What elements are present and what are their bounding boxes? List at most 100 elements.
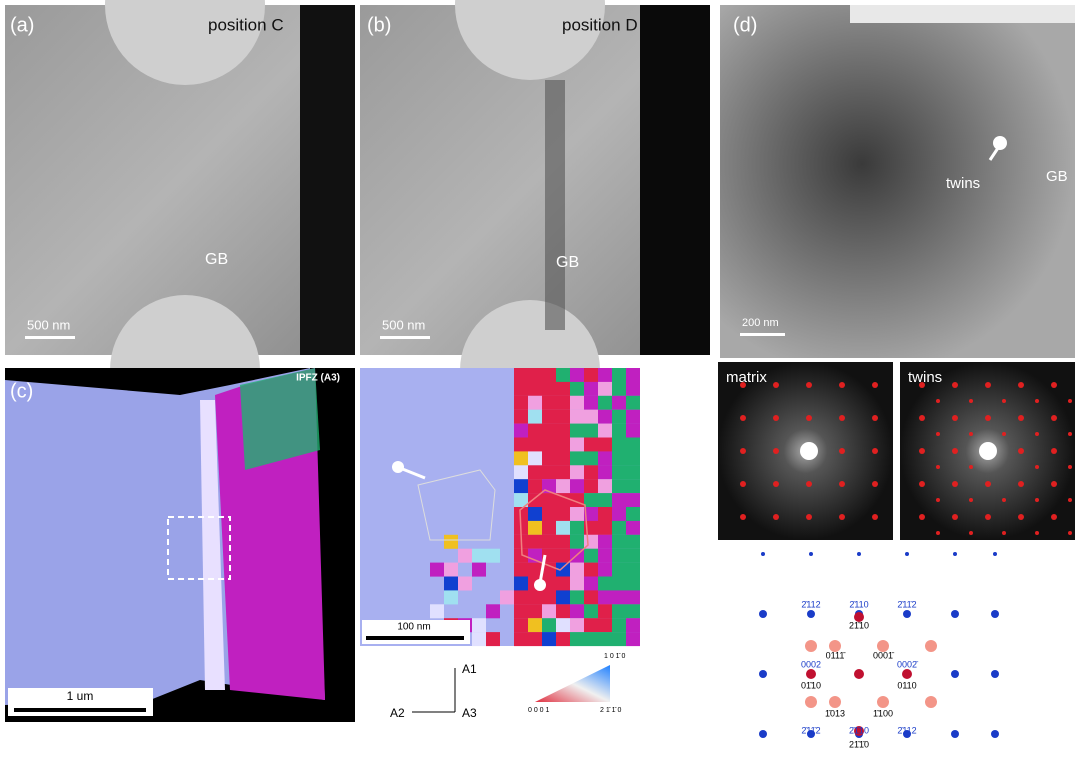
spot [919, 415, 925, 421]
pixel [528, 423, 542, 438]
pixel [542, 618, 556, 633]
spot [952, 448, 958, 454]
pixel [584, 423, 598, 438]
gb-label: GB [205, 251, 228, 268]
pixel [528, 632, 542, 647]
pixel [626, 451, 640, 466]
pixel [598, 520, 612, 535]
panel-a: (a) position C GB 500 nm [5, 0, 355, 445]
pixel [584, 451, 598, 466]
pixel [626, 465, 640, 480]
spot [936, 465, 940, 469]
pixel [556, 381, 570, 396]
spot [806, 415, 812, 421]
pixel [514, 479, 528, 494]
spot [740, 382, 746, 388]
index-label: 0002̄ [897, 659, 919, 669]
spot [1035, 465, 1039, 469]
panel-d: twins GB (d) 200 nm [720, 5, 1075, 358]
panel-label: (c) [10, 380, 33, 402]
central-beam [979, 442, 997, 460]
pixel [528, 368, 542, 382]
pixel [612, 632, 626, 647]
pixel [584, 437, 598, 452]
pixel [598, 409, 612, 424]
spot [1051, 514, 1057, 520]
key-label: 0 0 0 1 [528, 707, 550, 714]
pixel [514, 590, 528, 605]
pixel [612, 465, 626, 480]
pixel [626, 562, 640, 577]
pixel [570, 534, 584, 549]
pixel [626, 534, 640, 549]
spot [991, 670, 999, 678]
spot [773, 481, 779, 487]
spot [839, 448, 845, 454]
index-label: 2̄112 [897, 725, 916, 735]
pixel [584, 632, 598, 647]
spot [1002, 432, 1006, 436]
spot [1068, 465, 1072, 469]
ipf-key [535, 665, 610, 702]
pixel [528, 409, 542, 424]
pixel [584, 479, 598, 494]
pixel [598, 465, 612, 480]
pixel [556, 562, 570, 577]
spot [740, 481, 746, 487]
pixel [514, 423, 528, 438]
pixel [598, 395, 612, 410]
spot [936, 399, 940, 403]
pixel [570, 590, 584, 605]
pixel [556, 507, 570, 521]
spot [952, 415, 958, 421]
pixel [626, 520, 640, 535]
pixel [612, 507, 626, 521]
pixel [444, 562, 458, 577]
spot [1035, 432, 1039, 436]
pixel [472, 618, 486, 633]
pixel [570, 381, 584, 396]
scale-label: 500 nm [382, 317, 425, 332]
pixel [570, 507, 584, 521]
pixel [556, 423, 570, 438]
pixel [472, 562, 486, 577]
scale-label: 500 nm [27, 317, 70, 332]
pixel [542, 395, 556, 410]
boundary [200, 400, 225, 690]
pixel [486, 604, 500, 619]
spot [759, 670, 767, 678]
spot [1051, 481, 1057, 487]
spot [985, 481, 991, 487]
pixel [458, 576, 472, 591]
pixel [570, 437, 584, 452]
pixel [430, 604, 444, 619]
pixel [598, 632, 612, 647]
pixel [584, 576, 598, 591]
zoom-overlay: 100 nm A1 A2 A3 1 0 1̄ 0 0 0 0 1 2 1̄ 1̄… [362, 461, 626, 720]
spot [872, 481, 878, 487]
saed-matrix: matrix [718, 362, 893, 540]
spot [1051, 415, 1057, 421]
index-label: 2̄1̄10 [849, 725, 869, 735]
edge [300, 5, 355, 355]
key-label: 2 1̄ 1̄ 0 [600, 707, 622, 714]
pixel [556, 395, 570, 410]
pixel [556, 465, 570, 480]
pixel [570, 409, 584, 424]
pixel [556, 451, 570, 466]
spot [951, 670, 959, 678]
pixel [612, 534, 626, 549]
ebsd-zoom [360, 368, 640, 647]
spot [905, 552, 909, 556]
pixel [556, 604, 570, 619]
spot [1035, 498, 1039, 502]
spot [805, 640, 817, 652]
spot [919, 514, 925, 520]
pixel [542, 562, 556, 577]
spot [839, 382, 845, 388]
pixel [528, 507, 542, 521]
pixel [612, 479, 626, 494]
spot [1035, 531, 1039, 535]
pixel [570, 576, 584, 591]
pixel [570, 465, 584, 480]
